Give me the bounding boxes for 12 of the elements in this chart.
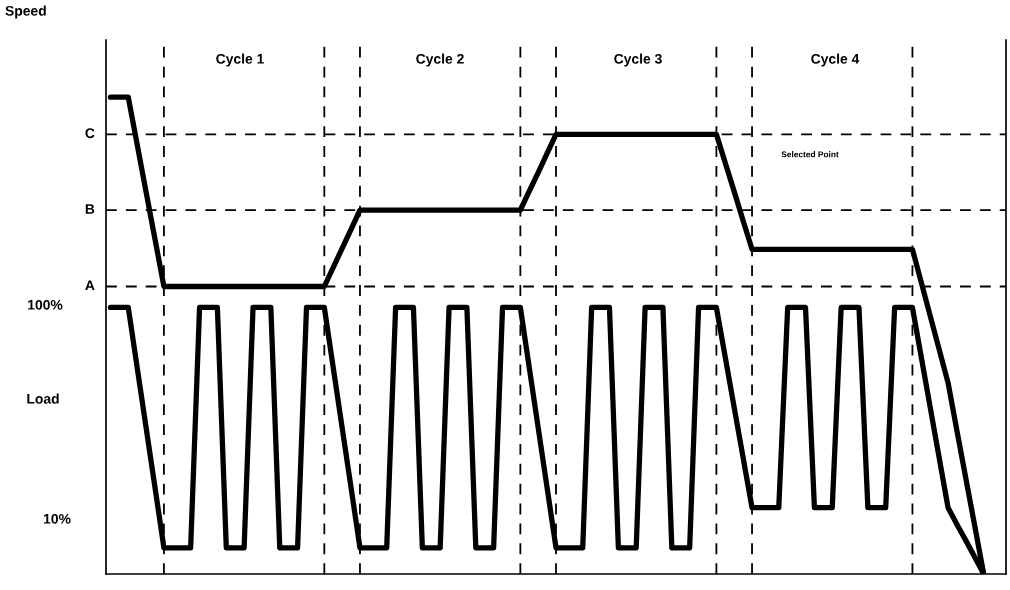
text: Cycle 3: [614, 53, 662, 67]
text: Cycle 2: [416, 53, 464, 67]
ref-line-label: B: [85, 204, 95, 214]
text: Cycle 4: [811, 53, 860, 67]
text: Load: [27, 393, 59, 404]
text: Cycle 1: [216, 53, 264, 67]
text: 10%: [43, 513, 71, 524]
ref-line-label: C: [85, 128, 95, 139]
ref-line-label: A: [85, 280, 95, 291]
text: 100%: [28, 299, 63, 310]
annotation: Selected Point: [781, 151, 839, 158]
text: Speed: [5, 5, 46, 19]
